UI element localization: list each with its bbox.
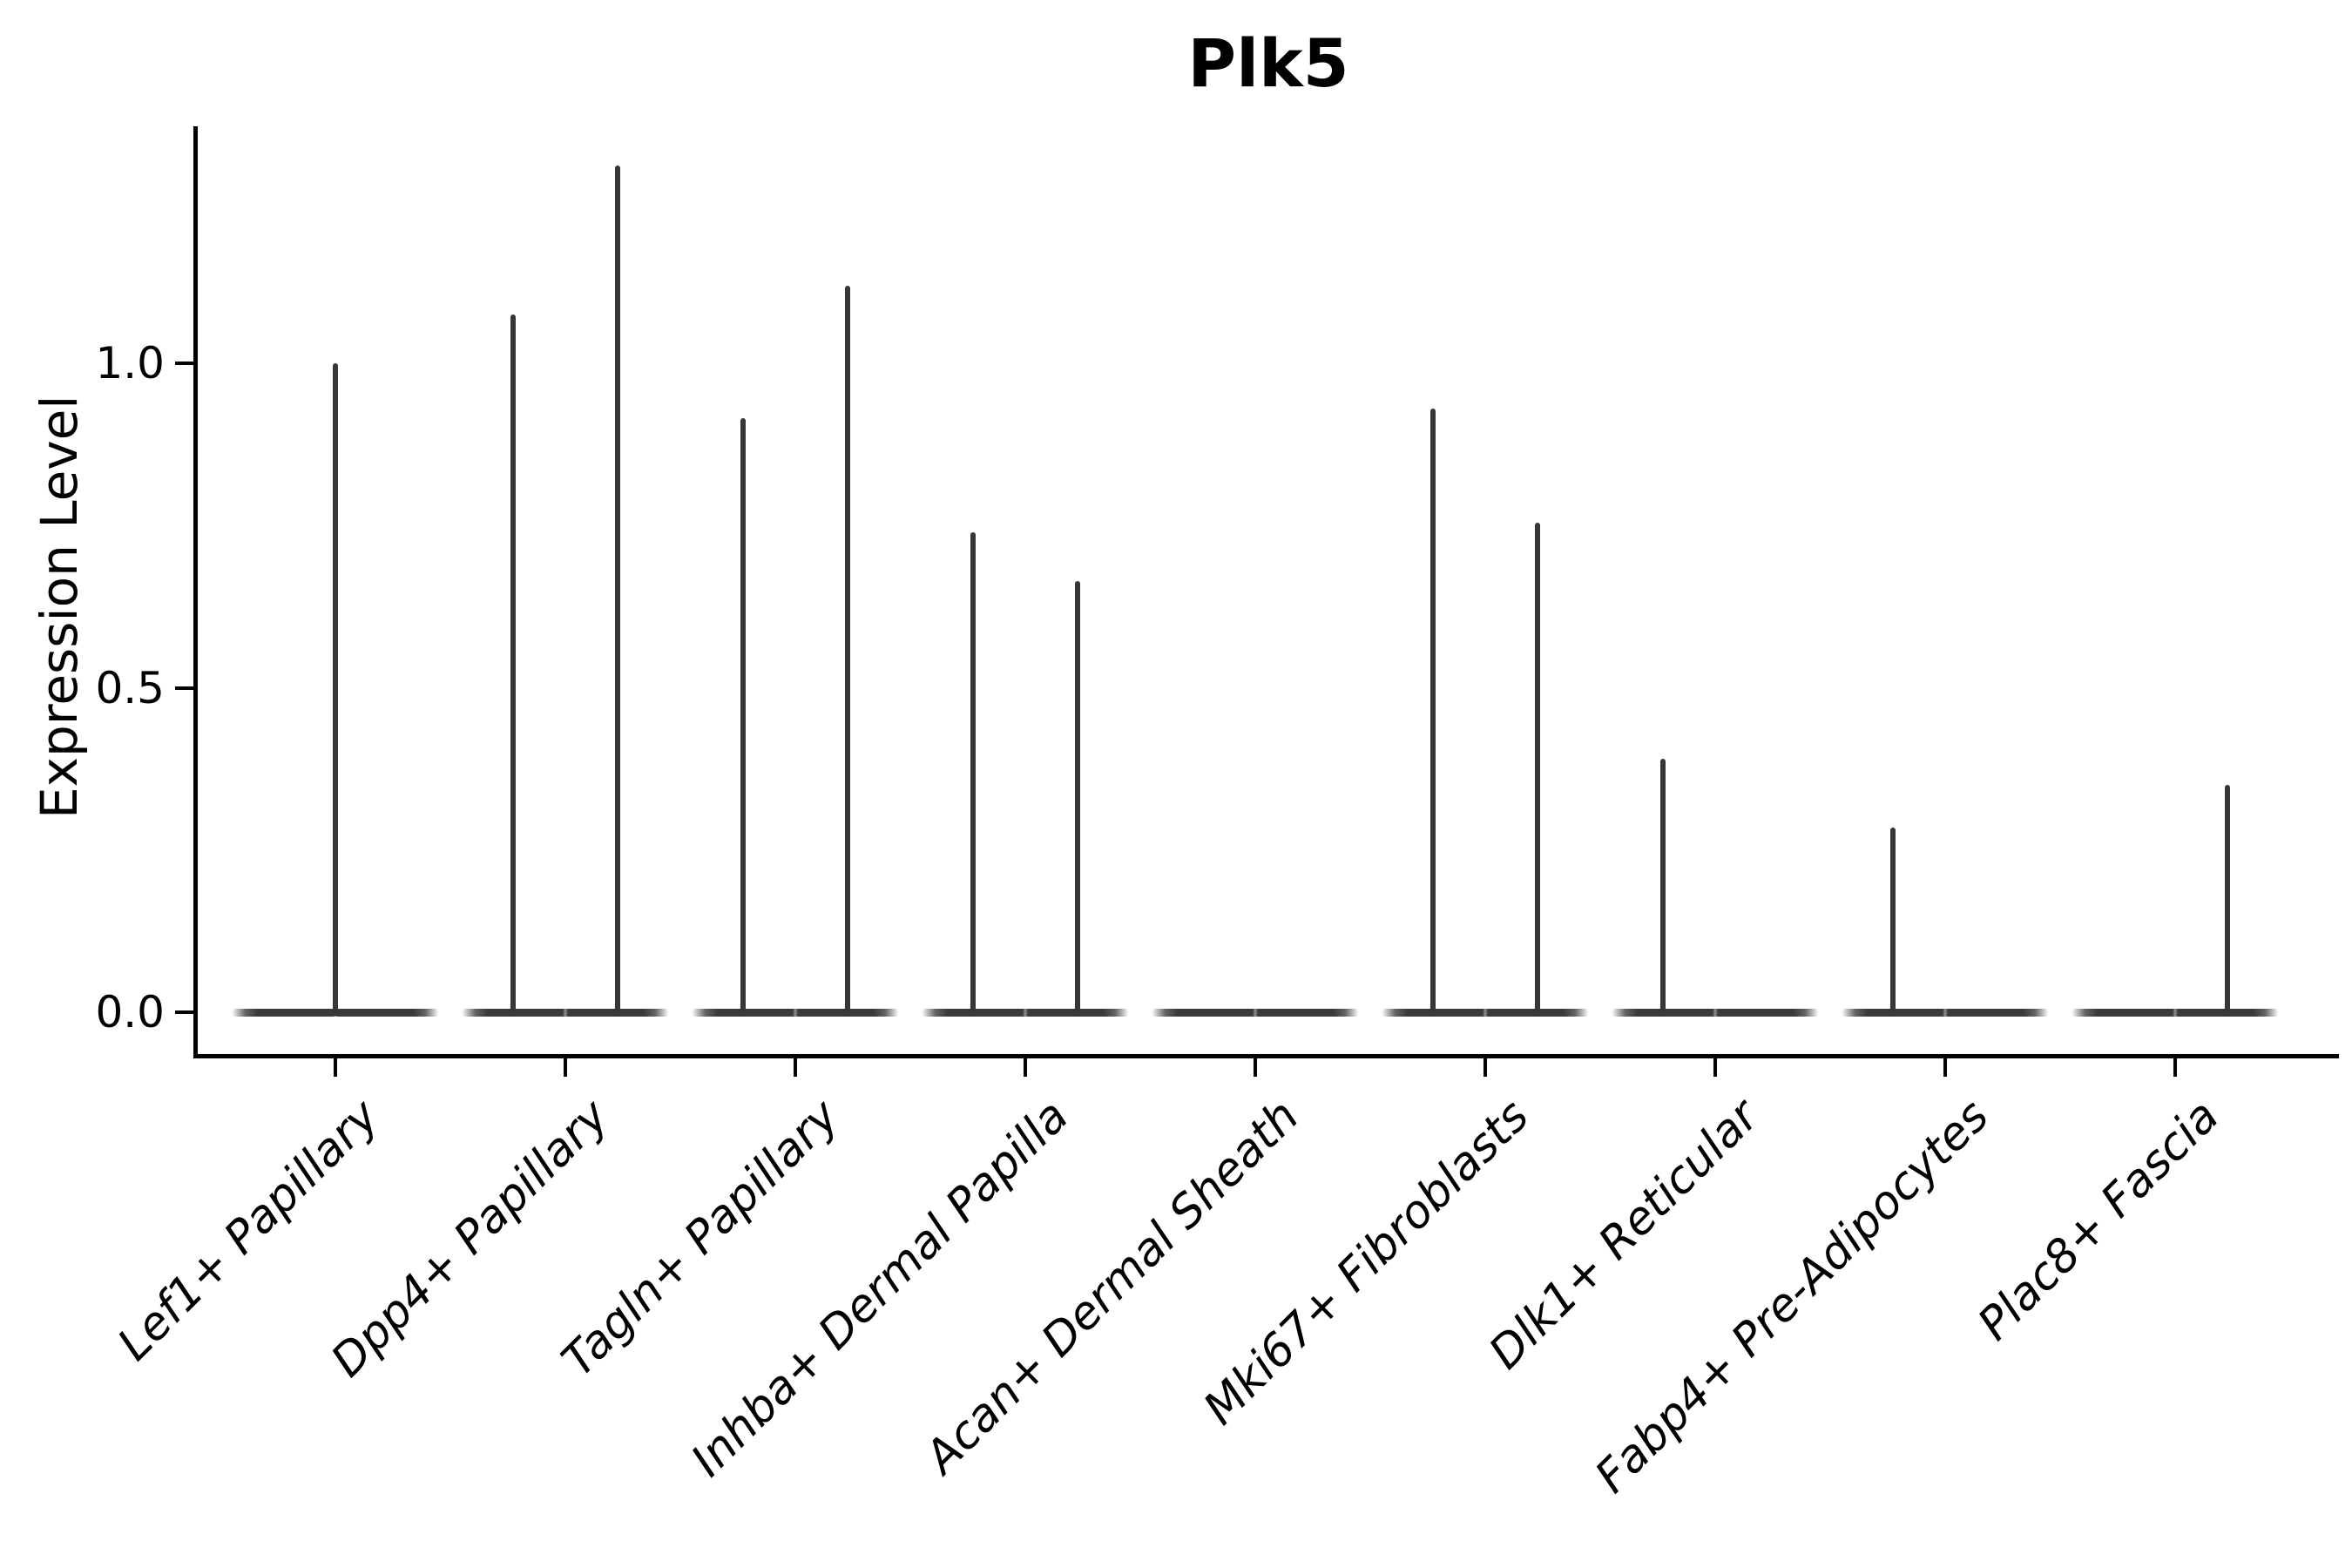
x-tick-mark <box>1024 1058 1027 1077</box>
x-tick-mark <box>2173 1058 2177 1077</box>
x-tick-mark <box>794 1058 797 1077</box>
y-tick-label: 1.0 <box>95 338 165 389</box>
chart-title: Plk5 <box>1187 24 1349 102</box>
x-tick-mark <box>1254 1058 1257 1077</box>
x-tick-mark <box>1484 1058 1487 1077</box>
x-tick-label: Acan+ Dermal Sheath <box>915 1090 1309 1484</box>
violin-baseline <box>922 1008 1129 1017</box>
x-axis-spine <box>193 1054 2339 1058</box>
violin-max-spike <box>614 165 620 1016</box>
y-axis-spine <box>193 126 198 1058</box>
violin-max-spike <box>844 285 850 1016</box>
y-tick-label: 0.5 <box>95 662 165 713</box>
violin-max-spike <box>740 418 747 1016</box>
violin-max-spike <box>1074 580 1080 1016</box>
violin-max-spike <box>1660 759 1666 1016</box>
x-tick-label: Fabp4+ Pre-Adipocytes <box>1585 1090 1999 1504</box>
y-tick-label: 0.0 <box>95 987 165 1037</box>
violin-max-spike <box>333 363 338 1016</box>
x-tick-mark <box>1943 1058 1947 1077</box>
violin-baseline <box>2072 1008 2279 1017</box>
violin-max-spike <box>1430 409 1436 1016</box>
violin-baseline <box>1612 1008 1819 1017</box>
violin-max-spike <box>970 531 977 1016</box>
violin-max-spike <box>510 314 517 1016</box>
x-tick-mark <box>1713 1058 1717 1077</box>
x-tick-label: Plac8+ Fascia <box>1968 1090 2229 1351</box>
x-tick-mark <box>564 1058 567 1077</box>
violin-max-spike <box>1534 522 1540 1016</box>
y-tick-mark <box>175 362 193 365</box>
violin-baseline <box>1152 1008 1359 1017</box>
y-tick-mark <box>175 1010 193 1014</box>
x-tick-mark <box>334 1058 337 1077</box>
violin-baseline <box>462 1008 669 1017</box>
violin-baseline <box>1382 1008 1589 1017</box>
violin-baseline <box>692 1008 899 1017</box>
x-tick-label: Inhba+ Dermal Papilla <box>681 1090 1079 1487</box>
violin-max-spike <box>1890 827 1896 1016</box>
violin-max-spike <box>2224 785 2230 1016</box>
y-tick-mark <box>175 686 193 690</box>
violin-baseline <box>1842 1008 2049 1017</box>
